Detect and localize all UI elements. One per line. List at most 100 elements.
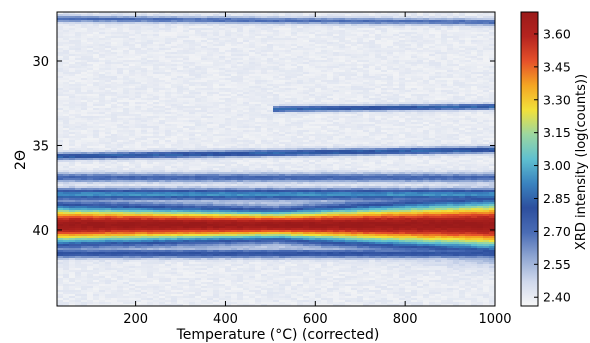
- heatmap-cell: [63, 210, 70, 213]
- heatmap-cell: [117, 152, 124, 155]
- heatmap-cell: [183, 106, 190, 109]
- heatmap-cell: [195, 26, 202, 29]
- heatmap-cell: [81, 206, 88, 209]
- heatmap-cell: [219, 154, 226, 157]
- heatmap-cell: [87, 276, 94, 279]
- heatmap-cell: [141, 32, 148, 35]
- heatmap-cell: [147, 162, 154, 165]
- heatmap-cell: [219, 94, 226, 97]
- heatmap-cell: [165, 164, 172, 167]
- heatmap-cell: [165, 186, 172, 189]
- heatmap-cell: [99, 124, 106, 127]
- heatmap-cell: [213, 154, 220, 157]
- heatmap-cell: [123, 260, 130, 263]
- heatmap-cell: [213, 296, 220, 299]
- heatmap-cell: [129, 282, 136, 285]
- heatmap-cell: [171, 248, 178, 251]
- heatmap-cell: [231, 30, 238, 33]
- heatmap-cell: [63, 242, 70, 245]
- heatmap-cell: [63, 274, 70, 277]
- heatmap-cell: [147, 178, 154, 181]
- heatmap-cell: [141, 214, 148, 217]
- heatmap-cell: [171, 130, 178, 133]
- heatmap-cell: [195, 216, 202, 219]
- heatmap-cell: [117, 302, 124, 305]
- heatmap-cell: [69, 126, 76, 129]
- heatmap-cell: [123, 266, 130, 269]
- heatmap-cell: [159, 286, 166, 289]
- heatmap-cell: [213, 126, 220, 129]
- heatmap-cell: [195, 142, 202, 145]
- heatmap-cell: [117, 242, 124, 245]
- heatmap-cell: [135, 262, 142, 265]
- heatmap-cell: [165, 194, 172, 197]
- heatmap-cell: [87, 170, 94, 173]
- heatmap-cell: [117, 160, 124, 163]
- heatmap-cell: [213, 180, 220, 183]
- heatmap-cell: [81, 32, 88, 35]
- heatmap-cell: [213, 160, 220, 163]
- heatmap-cell: [213, 270, 220, 273]
- heatmap-cell: [63, 84, 70, 87]
- heatmap-cell: [231, 134, 238, 137]
- heatmap-cell: [171, 238, 178, 241]
- heatmap-cell: [189, 254, 196, 257]
- heatmap-cell: [123, 180, 130, 183]
- heatmap-cell: [117, 20, 124, 23]
- heatmap-cell: [177, 216, 184, 219]
- heatmap-cell: [57, 300, 64, 303]
- heatmap-cell: [57, 74, 64, 77]
- heatmap-cell: [219, 114, 226, 117]
- heatmap-cell: [153, 42, 160, 45]
- heatmap-cell: [63, 280, 70, 283]
- heatmap-cell: [147, 92, 154, 95]
- heatmap-cell: [87, 76, 94, 79]
- heatmap-cell: [57, 132, 64, 135]
- heatmap-cell: [75, 254, 82, 257]
- heatmap-cell: [183, 64, 190, 67]
- heatmap-cell: [195, 202, 202, 205]
- heatmap-cell: [201, 214, 208, 217]
- heatmap-cell: [225, 66, 232, 69]
- heatmap-cell: [57, 198, 64, 201]
- heatmap-cell: [219, 116, 226, 119]
- heatmap-cell: [213, 60, 220, 63]
- heatmap-cell: [87, 264, 94, 267]
- heatmap-cell: [219, 52, 226, 55]
- heatmap-cell: [165, 268, 172, 271]
- heatmap-cell: [123, 152, 130, 155]
- heatmap-cell: [201, 268, 208, 271]
- heatmap-cell: [87, 56, 94, 59]
- heatmap-cell: [123, 172, 130, 175]
- heatmap-cell: [57, 206, 64, 209]
- heatmap-cell: [93, 154, 100, 157]
- heatmap-cell: [141, 110, 148, 113]
- heatmap-cell: [201, 258, 208, 261]
- heatmap-cell: [159, 214, 166, 217]
- heatmap-cell: [129, 218, 136, 221]
- heatmap-cell: [183, 196, 190, 199]
- heatmap-cell: [153, 92, 160, 95]
- heatmap-cell: [207, 40, 214, 43]
- heatmap-cell: [111, 128, 118, 131]
- heatmap-cell: [93, 198, 100, 201]
- heatmap-cell: [69, 208, 76, 211]
- heatmap-cell: [195, 288, 202, 291]
- heatmap-cell: [69, 268, 76, 271]
- heatmap-cell: [141, 70, 148, 73]
- heatmap-cell: [207, 204, 214, 207]
- heatmap-cell: [231, 62, 238, 65]
- heatmap-cell: [87, 266, 94, 269]
- heatmap-cell: [75, 108, 82, 111]
- heatmap-cell: [141, 208, 148, 211]
- heatmap-cell: [195, 100, 202, 103]
- heatmap-cell: [159, 200, 166, 203]
- heatmap-cell: [147, 212, 154, 215]
- heatmap-cell: [195, 72, 202, 75]
- heatmap-cell: [213, 208, 220, 211]
- heatmap-cell: [159, 104, 166, 107]
- heatmap-cell: [135, 210, 142, 213]
- heatmap-cell: [129, 32, 136, 35]
- heatmap-cell: [159, 118, 166, 121]
- heatmap-cell: [177, 156, 184, 159]
